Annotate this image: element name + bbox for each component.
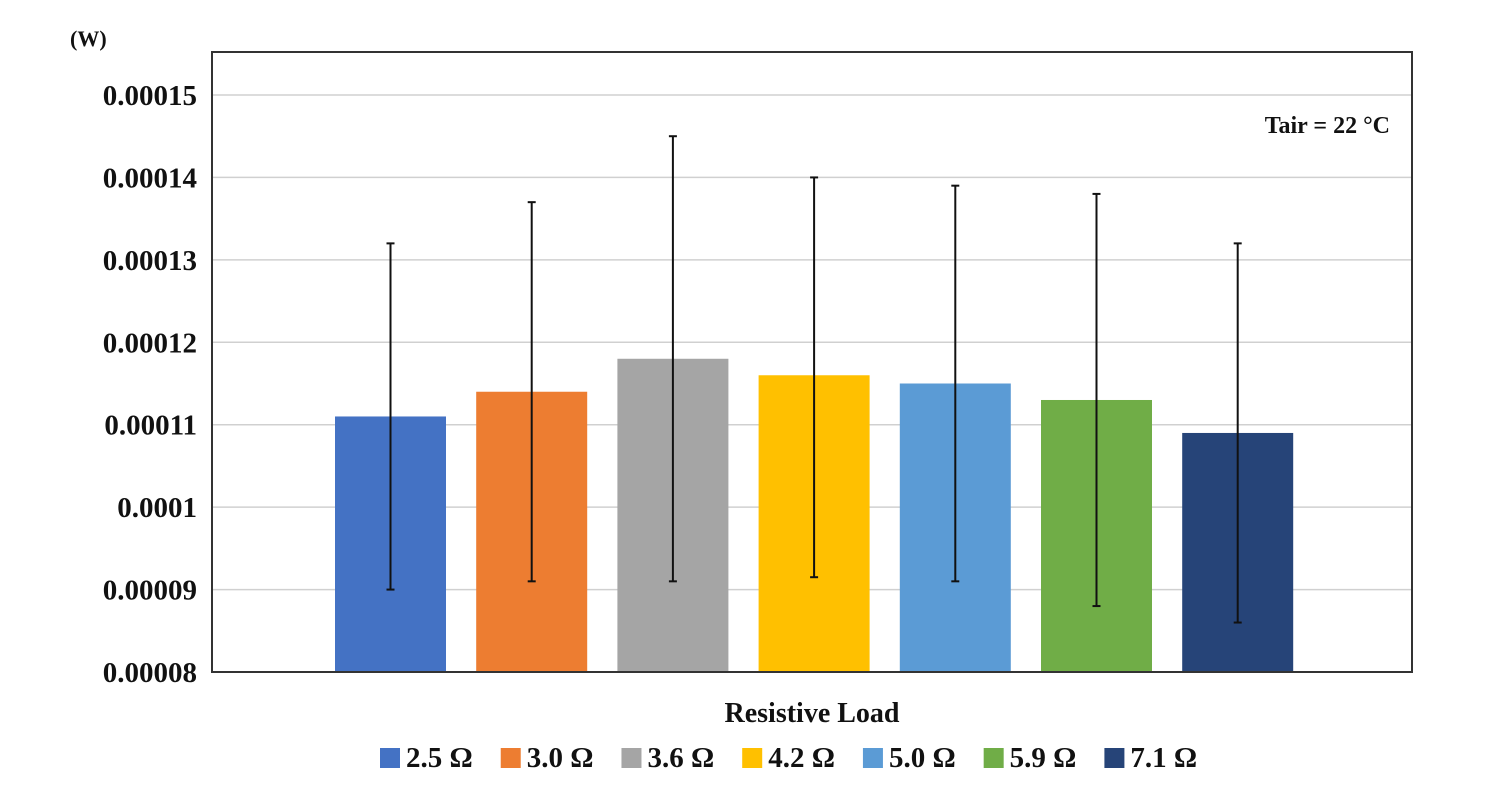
y-tick-label: 0.0001: [117, 492, 197, 524]
legend-swatch: [862, 748, 883, 768]
error-bar: [1233, 242, 1242, 624]
legend-label: 2.5 Ω: [406, 742, 473, 774]
legend-label: 5.9 Ω: [1010, 742, 1077, 774]
y-tick-label: 0.00015: [103, 80, 197, 112]
legend-swatch: [380, 748, 400, 768]
y-tick-label: 0.00009: [103, 575, 197, 607]
error-bar: [951, 184, 960, 583]
temperature-annotation: Tair = 22 °C: [1265, 113, 1390, 139]
legend-label: 4.2 Ω: [768, 742, 835, 774]
y-tick-label: 0.00012: [103, 327, 197, 359]
error-bar: [386, 242, 395, 591]
error-bar: [1092, 192, 1101, 608]
x-axis-title: Resistive Load: [725, 698, 900, 729]
legend-swatch: [1104, 748, 1125, 768]
legend-label: 5.0 Ω: [889, 742, 956, 774]
legend-item: 5.0 Ω: [862, 742, 956, 774]
error-bar: [810, 176, 819, 579]
legend-label: 3.0 Ω: [527, 742, 594, 774]
plot-area-border: [211, 51, 1413, 673]
legend-item: 2.5 Ω: [380, 742, 473, 774]
error-bar: [527, 201, 536, 583]
legend-item: 3.0 Ω: [500, 742, 594, 774]
y-axis-tick-labels: 0.00008 0.00009 0.0001 0.00011 0.00012 0.0001…: [103, 80, 197, 689]
legend-swatch: [500, 748, 521, 768]
error-bar: [668, 135, 677, 583]
legend-swatch: [983, 748, 1004, 768]
legend: 2.5 Ω 3.0 Ω 3.6 Ω 4.2 Ω 5.0 Ω 5.9 Ω 7.1 Ω: [380, 742, 1197, 774]
legend-swatch: [742, 748, 763, 768]
legend-item: 3.6 Ω: [621, 742, 714, 774]
legend-label: 3.6 Ω: [647, 742, 714, 774]
y-tick-label: 0.00008: [103, 657, 197, 689]
legend-item: 7.1 Ω: [1104, 742, 1197, 774]
legend-label: 7.1 Ω: [1130, 742, 1197, 774]
y-tick-label: 0.00013: [103, 245, 197, 277]
y-tick-label: 0.00011: [104, 410, 197, 442]
y-tick-label: 0.00014: [103, 162, 197, 194]
legend-swatch: [621, 748, 642, 768]
error-bars: [386, 135, 1242, 624]
legend-item: 4.2 Ω: [742, 742, 835, 774]
legend-item: 5.9 Ω: [983, 742, 1077, 774]
y-axis-unit-label: (W): [70, 26, 107, 51]
